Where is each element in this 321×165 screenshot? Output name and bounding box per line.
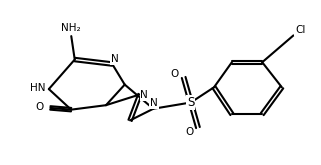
Text: N: N [111, 54, 119, 64]
Text: O: O [36, 102, 44, 112]
Text: S: S [187, 96, 195, 109]
Text: N: N [150, 98, 158, 108]
Text: HN: HN [30, 83, 45, 93]
Text: O: O [185, 127, 193, 137]
Text: N: N [140, 90, 148, 100]
Text: Cl: Cl [295, 25, 306, 35]
Text: NH₂: NH₂ [61, 23, 81, 33]
Text: O: O [171, 69, 179, 79]
